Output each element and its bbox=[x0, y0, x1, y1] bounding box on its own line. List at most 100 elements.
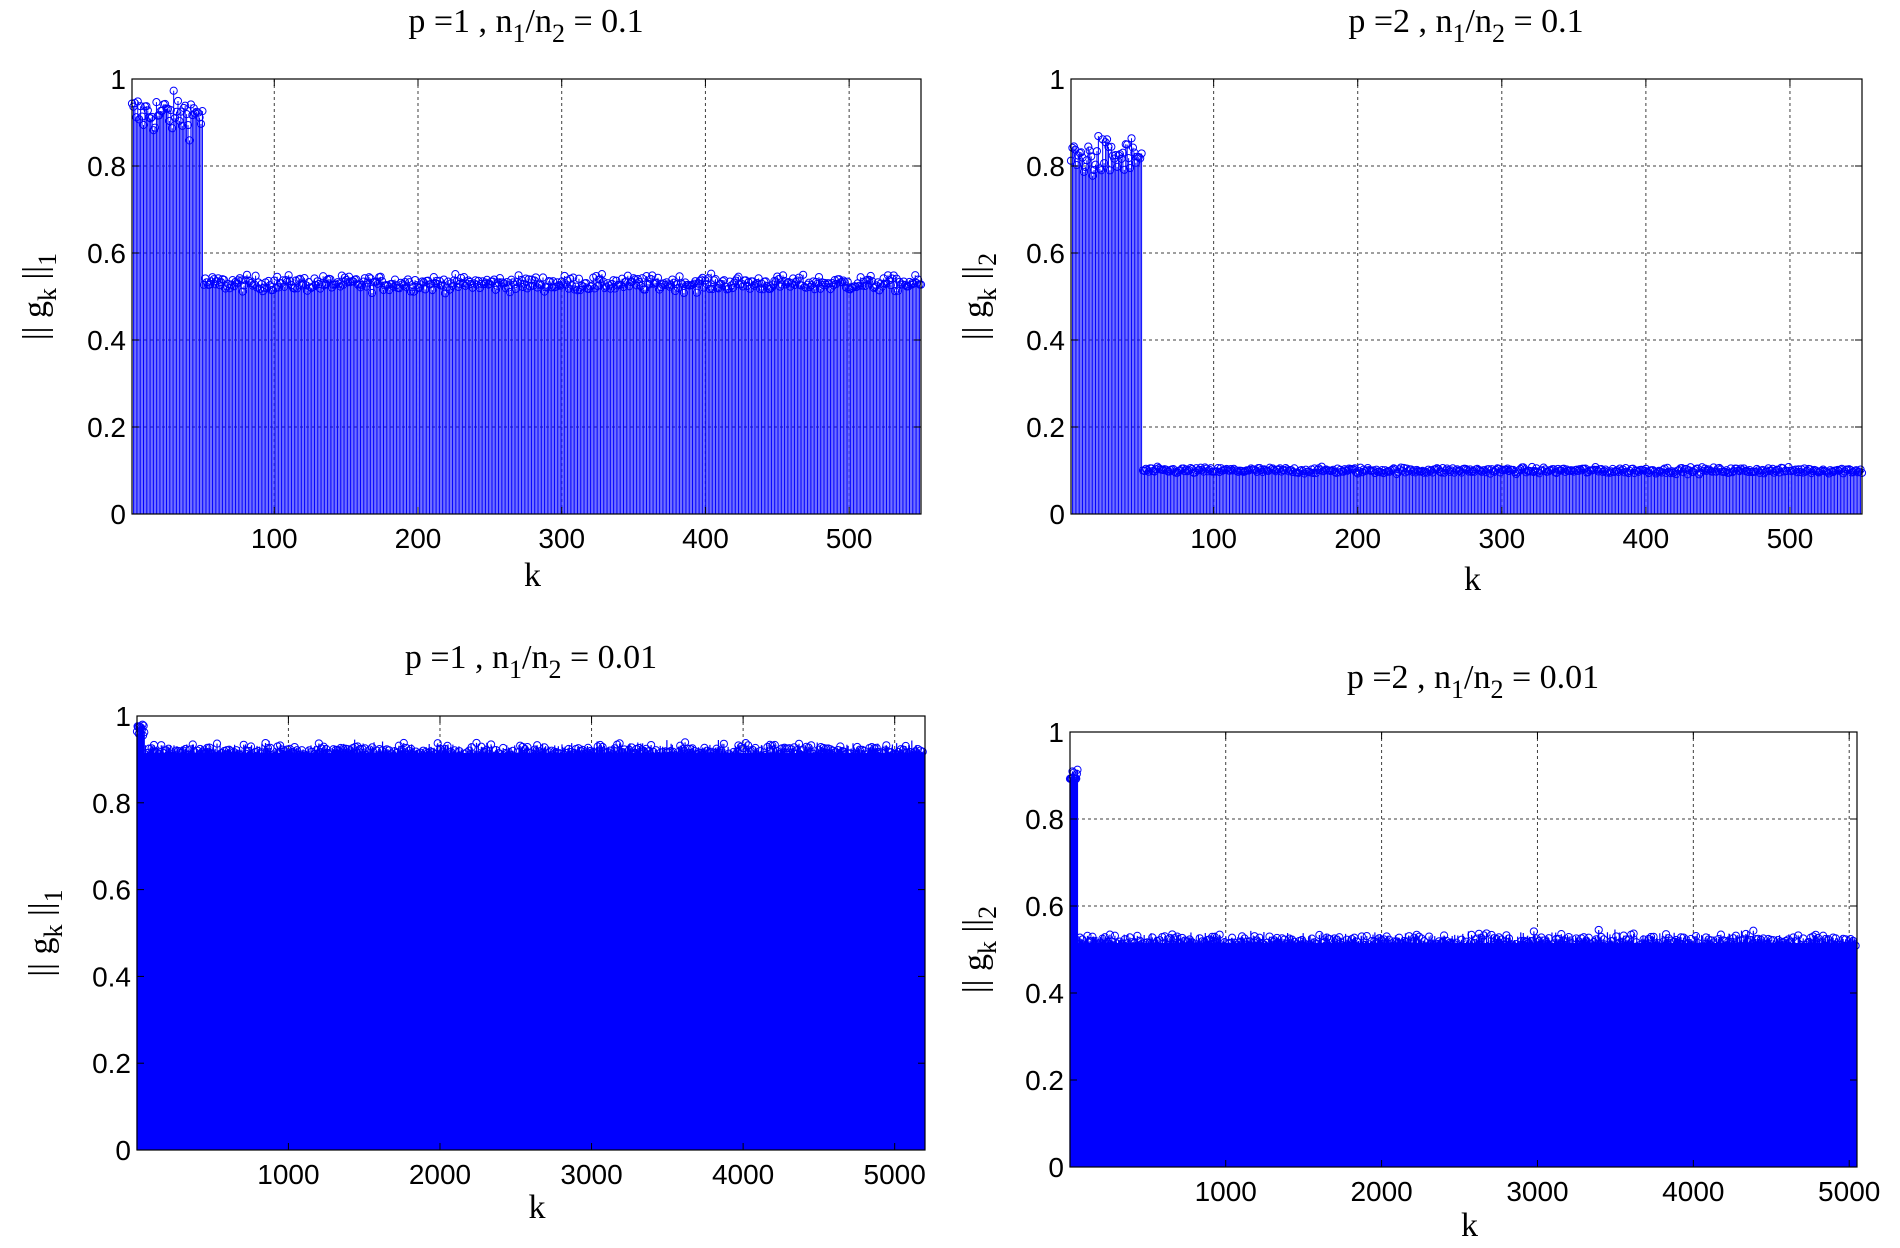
stem-marker bbox=[1250, 932, 1259, 941]
plot-frame bbox=[1070, 78, 1863, 515]
stem-marker bbox=[206, 277, 216, 286]
stem-marker bbox=[1107, 142, 1116, 151]
stem-marker bbox=[1097, 166, 1106, 175]
stem-marker bbox=[615, 739, 624, 748]
stem-marker bbox=[866, 271, 875, 281]
stem-marker bbox=[514, 271, 523, 280]
stem-marker bbox=[911, 271, 920, 280]
stem-marker bbox=[198, 107, 207, 116]
stem-marker bbox=[362, 282, 371, 291]
stem-marker bbox=[638, 274, 647, 283]
stem-marker bbox=[1486, 469, 1495, 478]
stem-marker bbox=[1160, 932, 1169, 941]
x-tick-label: 400 bbox=[1623, 523, 1670, 554]
stem-marker bbox=[837, 277, 847, 287]
stem-marker bbox=[1762, 466, 1772, 475]
y-tick-label: 0 bbox=[110, 499, 126, 530]
stem-marker bbox=[1141, 464, 1151, 473]
stem-marker bbox=[707, 269, 716, 278]
stem-marker bbox=[1083, 931, 1092, 940]
stem-marker bbox=[574, 274, 584, 283]
stem-marker bbox=[799, 270, 808, 279]
x-tick-label: 500 bbox=[826, 523, 873, 554]
stem-marker bbox=[178, 121, 187, 130]
stem-marker bbox=[433, 739, 442, 748]
stem-marker bbox=[293, 284, 302, 293]
stem-marker bbox=[597, 270, 607, 279]
stem-marker bbox=[653, 273, 663, 282]
stem-marker bbox=[164, 744, 173, 753]
stem-marker bbox=[827, 279, 836, 288]
data-series bbox=[132, 720, 927, 1150]
stem-marker bbox=[297, 281, 306, 290]
stem-marker bbox=[285, 276, 295, 285]
stem-marker bbox=[1425, 932, 1434, 941]
stem-marker bbox=[600, 284, 609, 293]
stem-marker bbox=[794, 273, 803, 282]
stem-marker bbox=[1079, 167, 1089, 176]
stem-marker bbox=[175, 116, 184, 125]
stem-marker bbox=[242, 270, 252, 279]
stem-marker bbox=[1441, 466, 1450, 475]
stem-marker bbox=[491, 285, 500, 294]
stem-marker bbox=[1237, 932, 1247, 941]
stem-marker bbox=[755, 284, 765, 293]
y-tick-label: 0.4 bbox=[87, 325, 126, 356]
stem-marker bbox=[1363, 463, 1372, 473]
x-tick-label: 1000 bbox=[257, 1159, 319, 1190]
stem-fill-high bbox=[137, 755, 145, 1150]
stem-marker bbox=[448, 281, 457, 291]
plot-frame bbox=[136, 715, 926, 1151]
stem-marker bbox=[402, 283, 411, 292]
stem-marker bbox=[629, 274, 638, 283]
stem-marker bbox=[857, 281, 867, 290]
stem-marker bbox=[692, 288, 701, 297]
x-tick-label: 100 bbox=[251, 523, 298, 554]
x-axis-label: k bbox=[524, 557, 541, 594]
stem-marker bbox=[1098, 135, 1107, 144]
stem-marker bbox=[587, 281, 596, 290]
y-tick-label: 0.2 bbox=[1026, 412, 1065, 443]
stem-marker bbox=[1088, 171, 1097, 180]
stem-marker bbox=[396, 278, 405, 287]
stem-marker bbox=[567, 281, 576, 290]
chart-panel-2: 100 200 300 400 500 0 0.2 0.4 0.6 0.8 1 p =2 , n1/n… bbox=[957, 3, 1867, 598]
stem-marker bbox=[855, 281, 864, 290]
stem-marker bbox=[1100, 159, 1109, 168]
stem-marker bbox=[1529, 927, 1538, 936]
stem-marker bbox=[878, 282, 887, 291]
stem-marker bbox=[191, 109, 200, 118]
stem-marker bbox=[399, 738, 408, 748]
stem-marker bbox=[709, 276, 719, 285]
stem-marker bbox=[1076, 148, 1086, 157]
stem-marker bbox=[1095, 164, 1104, 173]
stem-marker bbox=[365, 273, 374, 282]
stem-marker bbox=[343, 278, 352, 287]
stem-marker bbox=[1199, 467, 1208, 476]
stem-marker bbox=[1620, 468, 1629, 477]
stem-marker bbox=[1137, 149, 1146, 158]
stem-marker bbox=[642, 272, 651, 281]
stem-marker bbox=[160, 99, 170, 109]
x-tick-label: 3000 bbox=[560, 1159, 622, 1190]
stem-marker bbox=[1078, 153, 1087, 162]
stem-marker bbox=[428, 286, 437, 295]
stem-marker bbox=[612, 276, 621, 285]
stem-marker bbox=[398, 280, 407, 289]
stem-marker bbox=[807, 741, 816, 750]
stem-marker bbox=[284, 271, 293, 280]
stem-marker bbox=[1113, 162, 1122, 171]
stem-marker bbox=[203, 743, 212, 752]
y-tick-label: 0 bbox=[115, 1135, 131, 1166]
stem-marker bbox=[1664, 467, 1674, 476]
stem-marker bbox=[188, 740, 197, 749]
stem-marker bbox=[1128, 143, 1138, 152]
stem-marker bbox=[323, 275, 332, 284]
stem-marker bbox=[264, 276, 273, 286]
stem-marker bbox=[418, 277, 427, 286]
stem-marker bbox=[622, 277, 631, 286]
stem-marker bbox=[1127, 134, 1136, 143]
stem-marker bbox=[846, 285, 855, 294]
stem-marker bbox=[914, 275, 923, 284]
x-tick-label: 200 bbox=[1334, 523, 1381, 554]
